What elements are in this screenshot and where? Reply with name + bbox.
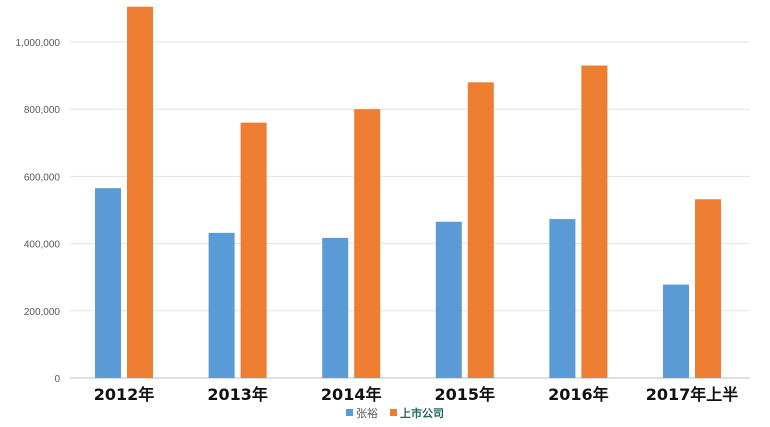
x-tick-label: 2016年 (548, 385, 609, 404)
x-tick-label: 2014年 (321, 385, 382, 404)
bar-series1-1 (208, 232, 235, 378)
y-tick-label: 800,000 (24, 105, 61, 116)
legend-label: 上市公司 (400, 406, 444, 420)
gridlines (70, 41, 750, 379)
y-axis-ticks: 0 200,000 400,000 600,000 800,000 1,000,000 (16, 38, 61, 385)
y-tick-label: 1,000,000 (16, 38, 61, 49)
bar-series2-1 (240, 122, 267, 378)
x-tick-label: 2012年 (94, 385, 155, 404)
legend-swatch (390, 409, 397, 416)
legend: 张裕 上市公司 (346, 406, 444, 420)
y-tick-label: 200,000 (24, 307, 61, 318)
x-tick-label: 2015年 (435, 385, 496, 404)
legend-swatch (346, 409, 353, 416)
bar-series2-0 (127, 6, 153, 378)
y-tick-label: 0 (54, 374, 60, 385)
bar-series1-0 (95, 188, 121, 378)
y-tick-label: 400,000 (24, 240, 61, 251)
y-tick-label: 600,000 (24, 172, 61, 183)
x-tick-label: 2013年 (207, 385, 268, 404)
x-axis-ticks: 2012年 2013年 2014年 2015年 2016年 2017年上半 (94, 385, 739, 404)
bar-series1-5 (663, 284, 689, 378)
bar-series2-5 (695, 199, 721, 378)
bar-series1-2 (322, 237, 349, 378)
bar-series2-2 (354, 109, 381, 378)
bar-series1-4 (549, 219, 576, 378)
bar-series1-3 (435, 221, 462, 378)
bar-series2-3 (467, 82, 494, 378)
bars (95, 6, 721, 379)
x-tick-label: 2017年上半 (646, 385, 739, 404)
bar-series2-4 (581, 65, 608, 379)
legend-label: 张裕 (356, 407, 378, 420)
